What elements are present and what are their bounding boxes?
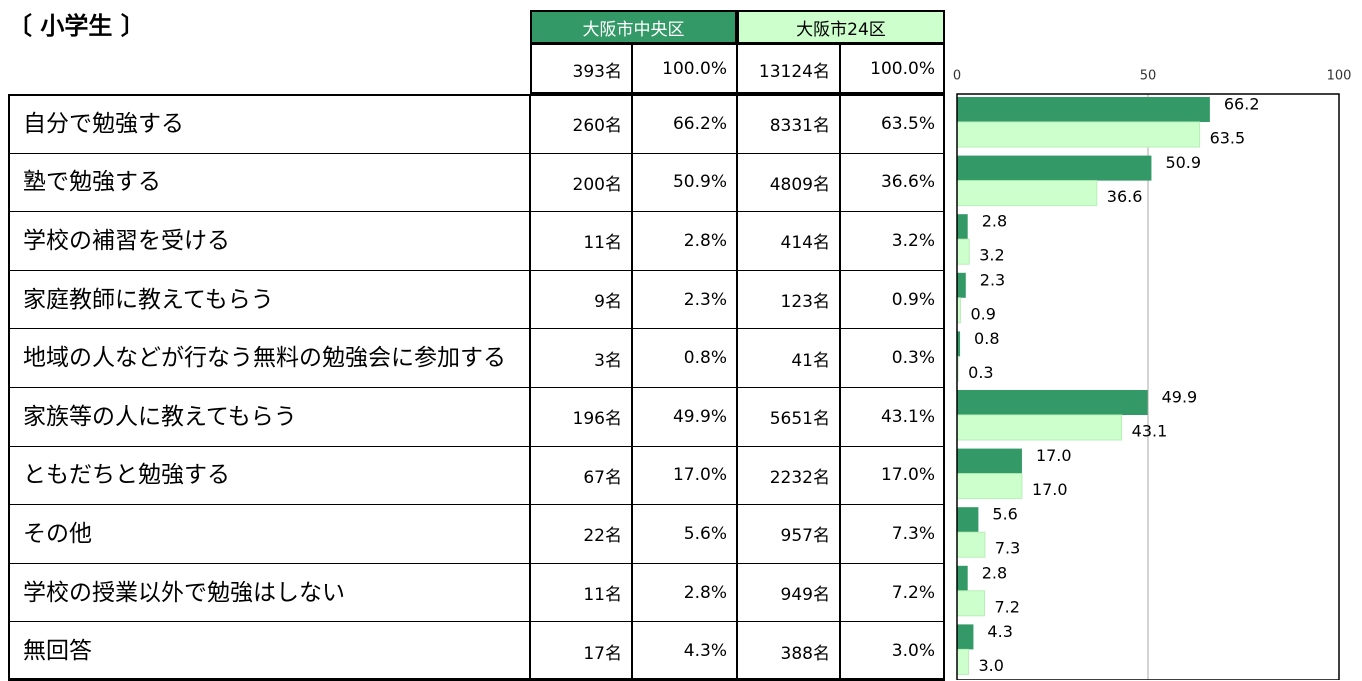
- column-header: 大阪市中央区: [530, 10, 737, 44]
- title: 〔 小学生 〕: [8, 12, 145, 40]
- value-label: 36.6: [1107, 187, 1143, 206]
- value-label: 2.3: [980, 270, 1005, 289]
- value-label: 49.9: [1162, 388, 1198, 407]
- bar: [957, 448, 1022, 474]
- value-label: 63.5: [1210, 129, 1246, 148]
- value-label: 7.2: [995, 597, 1020, 616]
- value-label: 17.0: [1032, 480, 1068, 499]
- value-label: 5.6: [992, 505, 1017, 524]
- bar: [957, 272, 966, 298]
- value-label: 43.1: [1132, 422, 1168, 441]
- bar: [957, 214, 968, 240]
- bar: [957, 390, 1148, 415]
- value-label: 3.0: [978, 656, 1003, 675]
- value-label: 4.3: [987, 622, 1012, 641]
- bar: [956, 590, 986, 617]
- bar: [956, 531, 986, 558]
- value-label: 3.2: [979, 246, 1004, 265]
- value-label: 0.3: [968, 363, 993, 382]
- bar: [956, 121, 1201, 148]
- value-label: 17.0: [1036, 446, 1072, 465]
- table-frame: [8, 94, 945, 680]
- bar: [957, 507, 979, 533]
- value-label: 2.8: [982, 563, 1007, 582]
- value-label: 2.8: [982, 212, 1007, 231]
- value-label: 7.3: [995, 539, 1020, 558]
- value-label: 0.9: [970, 304, 995, 323]
- bar: [957, 565, 968, 591]
- value-label: 50.9: [1165, 153, 1201, 172]
- bar: [957, 155, 1152, 181]
- x-tick-label: 0: [953, 69, 961, 84]
- header-frame: [530, 10, 945, 94]
- column-header: 大阪市24区: [737, 10, 945, 44]
- value-label: 66.2: [1224, 95, 1260, 114]
- value-label: 0.8: [974, 329, 999, 348]
- bar: [956, 648, 969, 675]
- bar: [956, 473, 1023, 500]
- bar: [956, 180, 1098, 207]
- bar: [957, 624, 974, 650]
- x-tick-label: 100: [1327, 69, 1352, 84]
- bar: [956, 414, 1123, 441]
- bar: [957, 331, 961, 357]
- chart-frame: [956, 93, 1340, 680]
- x-tick-label: 50: [1140, 69, 1157, 84]
- bar: [956, 238, 970, 265]
- bar: [957, 97, 1210, 122]
